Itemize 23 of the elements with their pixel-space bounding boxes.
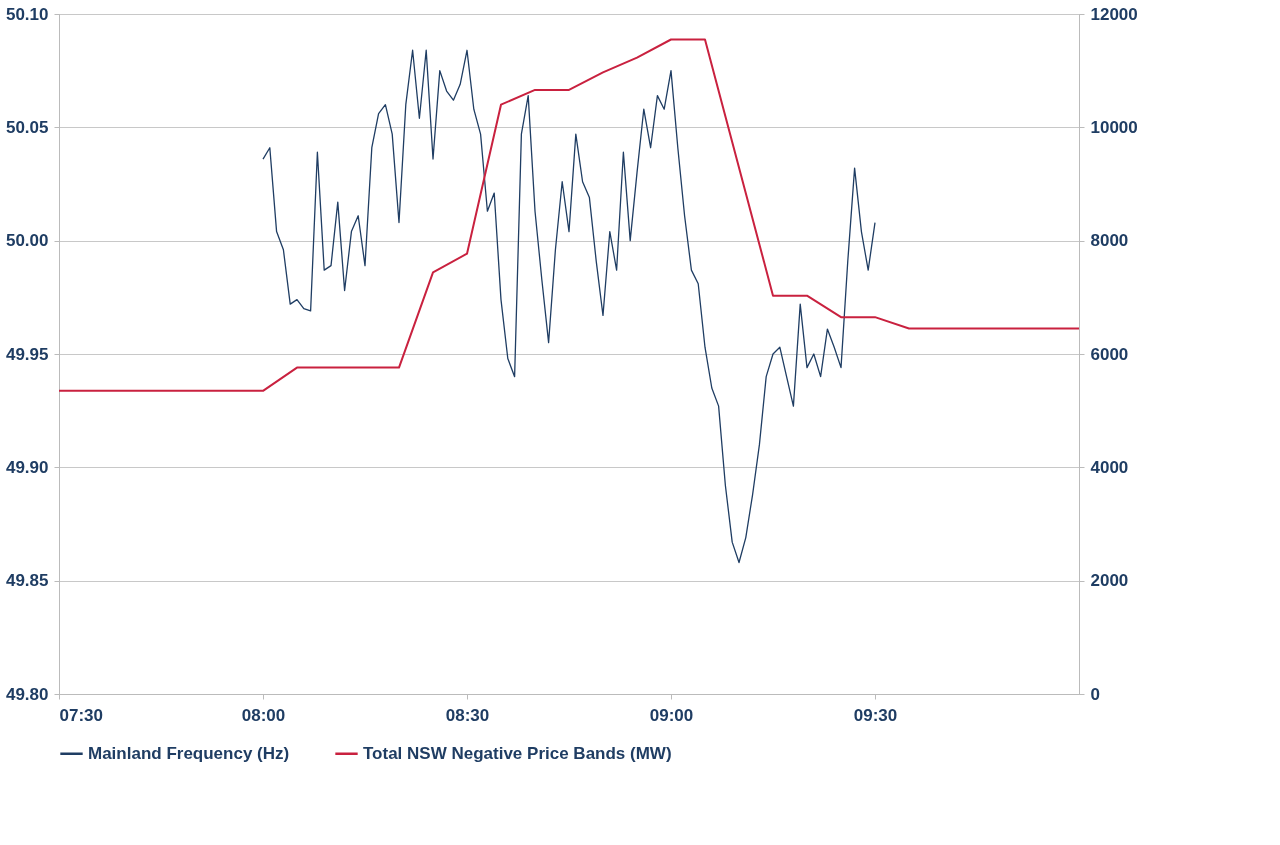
y-tick-label: 50.00: [5, 231, 49, 251]
y2-tick-label: 12000: [1090, 4, 1138, 24]
y2-tick-label: 0: [1090, 684, 1100, 704]
y-tick-label: 49.95: [5, 344, 49, 364]
y-tick-label: 49.80: [5, 684, 49, 704]
line-series: [262, 49, 876, 564]
x-tick-label: 09:30: [853, 705, 898, 725]
y2-tick-label: 4000: [1090, 457, 1129, 477]
y2-tick-label: 10000: [1090, 117, 1138, 137]
y-tick-label: 49.85: [5, 571, 49, 591]
y-tick-label: 50.10: [5, 4, 49, 24]
x-tick-label: 09:00: [649, 705, 694, 725]
y-tick-label: 50.05: [5, 117, 49, 137]
line-series: [58, 38, 1080, 392]
y-tick-label: 49.90: [5, 457, 49, 477]
y2-tick-label: 2000: [1090, 571, 1129, 591]
y2-tick-label: 6000: [1090, 344, 1129, 364]
x-tick-label: 08:00: [241, 705, 286, 725]
x-tick-label: 08:30: [445, 705, 490, 725]
legend-label: Mainland Frequency (Hz): [88, 743, 290, 763]
legend-label: Total NSW Negative Price Bands (MW): [363, 743, 672, 763]
x-tick-label: 07:30: [59, 705, 103, 725]
y2-tick-label: 8000: [1090, 231, 1129, 251]
